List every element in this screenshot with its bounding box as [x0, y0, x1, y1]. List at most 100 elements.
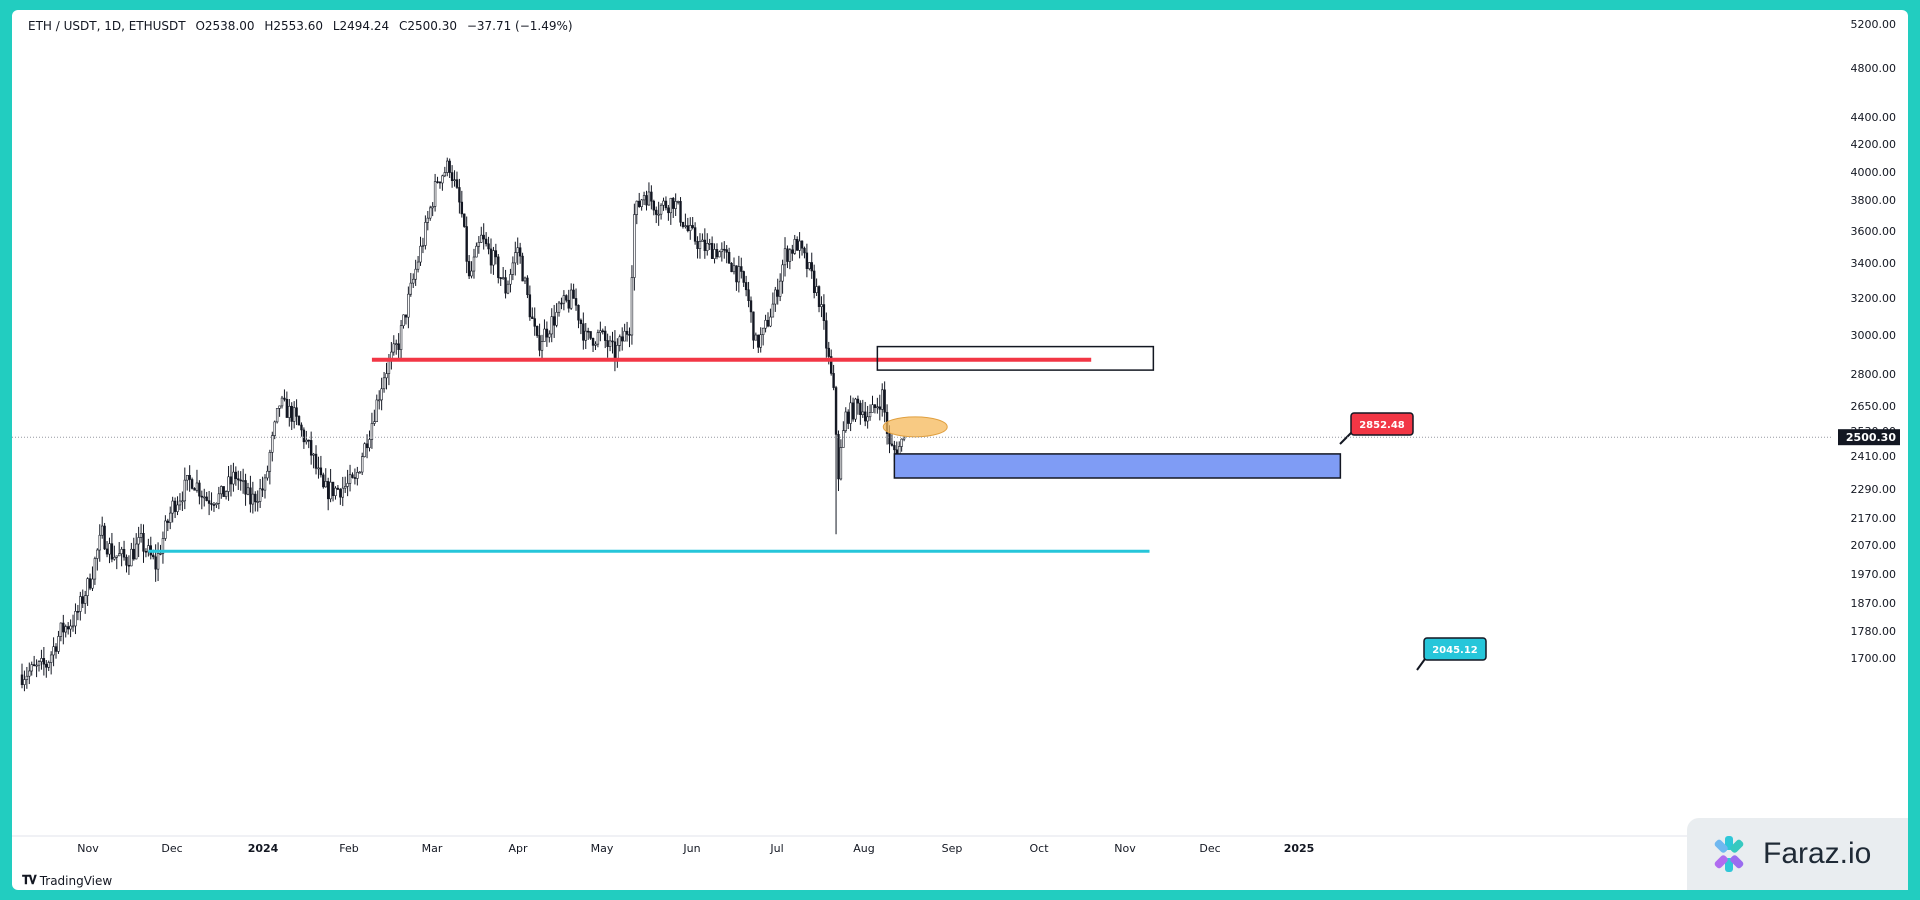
candle-body — [154, 556, 157, 570]
candle-body — [426, 217, 430, 223]
candle-body — [195, 482, 199, 491]
candle-body — [98, 534, 101, 551]
y-tick-label: 4200.00 — [1851, 138, 1897, 151]
candle-body — [766, 319, 770, 327]
candle-body — [358, 471, 361, 474]
candle-body — [144, 550, 148, 553]
candle-body — [735, 265, 738, 283]
x-tick-label: Mar — [422, 842, 443, 855]
candle-body — [341, 487, 344, 498]
symbol-name[interactable]: ETH / USDT, 1D, ETHUSDT — [28, 19, 186, 33]
candle-body — [742, 271, 745, 283]
candle-body — [181, 500, 184, 503]
candle-body — [268, 452, 272, 472]
candle-body — [292, 407, 296, 422]
candle-body — [689, 225, 692, 231]
candle-body — [535, 326, 539, 336]
candle-body — [348, 474, 352, 484]
candle-body — [309, 440, 313, 456]
candle-body — [360, 456, 364, 473]
candle-body — [266, 470, 269, 479]
candle-body — [560, 302, 563, 305]
y-tick-label: 3000.00 — [1851, 329, 1897, 342]
demand-box[interactable] — [893, 453, 1342, 479]
candle-body — [812, 270, 816, 293]
candle-body — [667, 207, 670, 214]
candle-body — [596, 332, 600, 345]
resistance-box[interactable] — [876, 345, 1155, 371]
candle-body — [679, 201, 682, 223]
candle-body — [817, 286, 821, 307]
candle-body — [642, 195, 646, 201]
candle-body — [633, 214, 636, 278]
time-axis: Nov Dec 2024 Feb Mar Apr May Jun Jul Aug Sep Oct Nov… — [12, 835, 1908, 855]
open-value: O2538.00 — [195, 19, 255, 33]
candle-body — [565, 295, 568, 301]
candle-body — [776, 289, 779, 297]
candle-body — [550, 316, 553, 335]
candles-layer — [20, 157, 906, 692]
candle-body — [548, 333, 551, 338]
candle-body — [397, 343, 400, 350]
candle-body — [861, 411, 864, 415]
candle-body — [353, 477, 357, 479]
candle-body — [480, 234, 483, 243]
candle-body — [130, 548, 133, 567]
candle-body — [283, 397, 286, 400]
candle-body — [645, 195, 648, 206]
candle-body — [363, 443, 366, 457]
candle-body — [842, 430, 845, 448]
candle-body — [672, 197, 675, 209]
x-tick-label: Aug — [853, 842, 874, 855]
candle-body — [314, 453, 318, 469]
candle-body — [640, 199, 643, 207]
candle-body — [710, 243, 714, 259]
candle-body — [271, 435, 274, 453]
candle-body — [659, 204, 663, 215]
y-tick-label: 4000.00 — [1851, 166, 1897, 179]
candle-body — [859, 402, 862, 415]
candle-body — [501, 277, 505, 280]
resistance-callout-label: 2852.48 — [1359, 420, 1405, 431]
candle-body — [54, 646, 58, 652]
candle-body — [64, 626, 67, 633]
candle-body — [251, 493, 255, 505]
candle-body — [115, 555, 118, 558]
candle-body — [378, 399, 381, 402]
candle-body — [820, 304, 823, 307]
highlight-ellipse[interactable] — [882, 416, 948, 438]
candle-body — [83, 595, 87, 604]
price-chart[interactable]: 2852.48 2045.12 5200.00 4800.00 4400.00 4200… — [12, 10, 1908, 890]
candle-body — [698, 241, 702, 249]
resistance-callout[interactable]: 2852.48 — [1339, 412, 1414, 445]
x-tick-label: May — [591, 842, 614, 855]
candle-body — [20, 674, 24, 685]
candle-body — [438, 181, 442, 184]
last-price-label: 2500.30 — [1846, 431, 1896, 444]
candle-body — [484, 238, 488, 245]
candle-body — [409, 282, 412, 295]
x-tick-label: Oct — [1029, 842, 1049, 855]
candle-body — [511, 262, 515, 275]
tradingview-logo[interactable]: 𝐓𝐕 TradingView — [22, 873, 112, 888]
candle-body — [718, 251, 721, 258]
candle-body — [696, 240, 699, 249]
candle-body — [71, 625, 75, 628]
support-callout[interactable]: 2045.12 — [1416, 637, 1487, 671]
candle-body — [497, 256, 500, 278]
candle-body — [465, 226, 468, 262]
candle-body — [655, 209, 658, 215]
candle-body — [232, 471, 235, 485]
y-tick-label: 1780.00 — [1851, 625, 1897, 638]
candle-body — [499, 277, 502, 280]
candle-body — [86, 578, 89, 596]
candle-body — [890, 443, 894, 446]
candle-body — [854, 398, 857, 420]
candle-body — [412, 278, 415, 284]
candle-body — [57, 636, 60, 652]
candle-body — [113, 556, 116, 560]
candle-body — [156, 553, 160, 570]
candle-body — [47, 662, 50, 668]
candle-body — [96, 549, 99, 559]
candle-body — [613, 341, 617, 360]
